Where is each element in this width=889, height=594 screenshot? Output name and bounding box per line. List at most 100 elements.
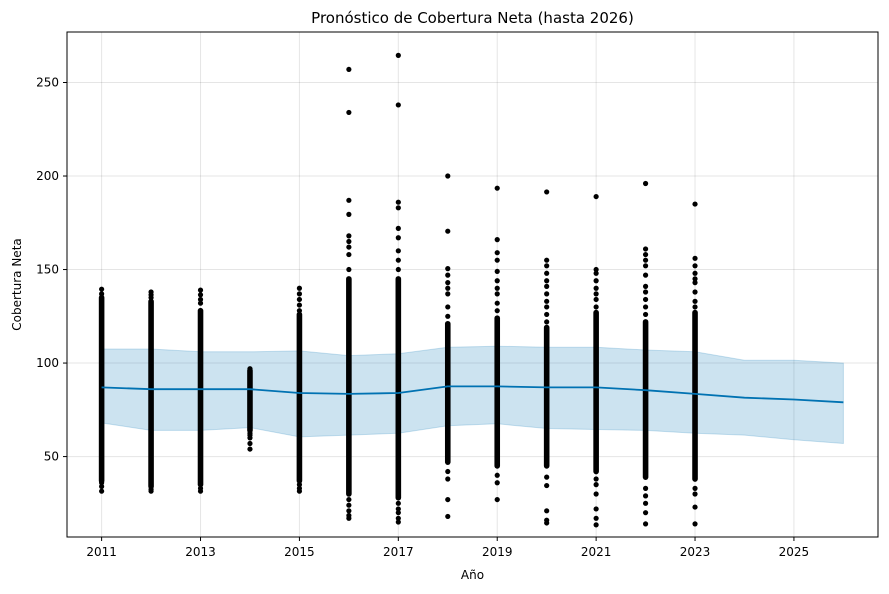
observation-point <box>148 486 154 492</box>
observation-point <box>593 285 599 291</box>
observation-point <box>247 440 253 447</box>
observation-point <box>642 296 649 303</box>
observation-group-2022 <box>642 180 649 527</box>
observation-point <box>494 480 500 486</box>
observation-group-2011 <box>98 286 105 494</box>
observation-point <box>544 474 550 480</box>
observation-point <box>642 251 649 258</box>
observation-point <box>395 257 401 263</box>
x-tick-label: 2013 <box>185 545 216 559</box>
observation-point <box>692 304 698 310</box>
observation-point <box>692 255 698 261</box>
observation-group-2012 <box>148 289 154 494</box>
observation-point <box>593 266 599 273</box>
observation-group-2016 <box>346 66 352 521</box>
observation-point <box>642 272 649 278</box>
x-axis-ticks: 2011 2013 2015 2017 2019 2021 2023 2025 <box>86 537 809 559</box>
observation-point <box>593 304 599 310</box>
observation-point <box>445 496 451 503</box>
x-tick-label: 2019 <box>482 545 513 559</box>
observation-point <box>642 500 649 506</box>
observation-point <box>593 522 599 528</box>
observation-point <box>593 476 599 482</box>
observation-point <box>593 193 599 200</box>
observation-point <box>445 291 451 297</box>
observation-point <box>692 201 698 207</box>
observation-point <box>544 263 550 269</box>
observation-point <box>494 268 500 275</box>
x-tick-label: 2011 <box>86 545 117 559</box>
observation-point <box>642 311 649 318</box>
observation-point <box>296 482 303 488</box>
observation-point <box>494 285 500 291</box>
chart-title: Pronóstico de Cobertura Neta (hasta 2026… <box>311 9 634 27</box>
observation-point <box>395 205 401 211</box>
observation-point <box>692 491 698 497</box>
observation-point <box>395 102 401 108</box>
uncertainty-band-layer <box>101 345 844 445</box>
observation-point <box>494 257 500 263</box>
observation-point <box>395 225 401 231</box>
observation-point <box>346 66 352 73</box>
observation-point <box>642 304 649 310</box>
forecast-line-layer <box>101 385 844 404</box>
observation-point <box>346 109 352 116</box>
observation-point <box>296 308 303 314</box>
x-tick-label: 2025 <box>779 545 810 559</box>
observation-point <box>445 468 451 475</box>
observation-point <box>346 233 352 239</box>
observation-point <box>642 493 649 499</box>
observation-point <box>395 235 401 241</box>
observation-point <box>544 304 550 310</box>
observation-point <box>494 250 500 256</box>
observation-point <box>197 296 204 303</box>
observation-point <box>247 446 253 452</box>
observation-point <box>692 485 698 491</box>
observation-point <box>494 185 500 191</box>
x-axis-label: Año <box>461 568 484 582</box>
y-tick-label: 50 <box>44 450 59 464</box>
x-tick-label: 2015 <box>284 545 315 559</box>
observation-point <box>642 289 649 295</box>
y-tick-label: 150 <box>36 263 59 277</box>
observation-point <box>544 298 550 304</box>
y-axis-ticks: 50 100 150 200 250 <box>36 76 67 464</box>
observation-point <box>296 291 303 297</box>
observation-point <box>445 304 451 310</box>
observation-point <box>593 515 599 521</box>
observation-point <box>642 180 649 187</box>
observation-point <box>494 237 500 243</box>
observation-group-2017 <box>395 52 402 525</box>
observation-point <box>445 272 451 278</box>
observation-point <box>445 173 451 179</box>
observation-group-2018 <box>444 173 451 520</box>
observation-point <box>197 292 204 298</box>
observation-point <box>99 480 105 486</box>
observation-point <box>197 485 204 491</box>
observation-point <box>593 482 599 488</box>
observation-point <box>544 278 550 284</box>
observation-point <box>642 510 649 516</box>
observation-point <box>197 287 204 293</box>
observation-point <box>445 285 451 291</box>
observation-point <box>593 506 599 512</box>
observation-point <box>346 251 352 258</box>
observation-point <box>395 519 401 525</box>
observation-group-2019 <box>494 185 501 503</box>
observation-point <box>692 270 698 276</box>
observation-group-2014 <box>247 366 253 452</box>
observation-point <box>494 308 500 314</box>
observation-point <box>395 199 401 205</box>
observation-point <box>346 512 352 519</box>
y-tick-label: 250 <box>36 76 59 90</box>
observation-point <box>692 521 698 527</box>
observation-point <box>494 472 500 478</box>
observation-point <box>247 430 253 436</box>
observation-point <box>346 502 352 508</box>
observation-point <box>346 197 352 203</box>
observation-point <box>99 286 105 292</box>
observation-point <box>395 510 401 516</box>
observation-point <box>296 296 303 303</box>
observation-point <box>642 257 649 263</box>
